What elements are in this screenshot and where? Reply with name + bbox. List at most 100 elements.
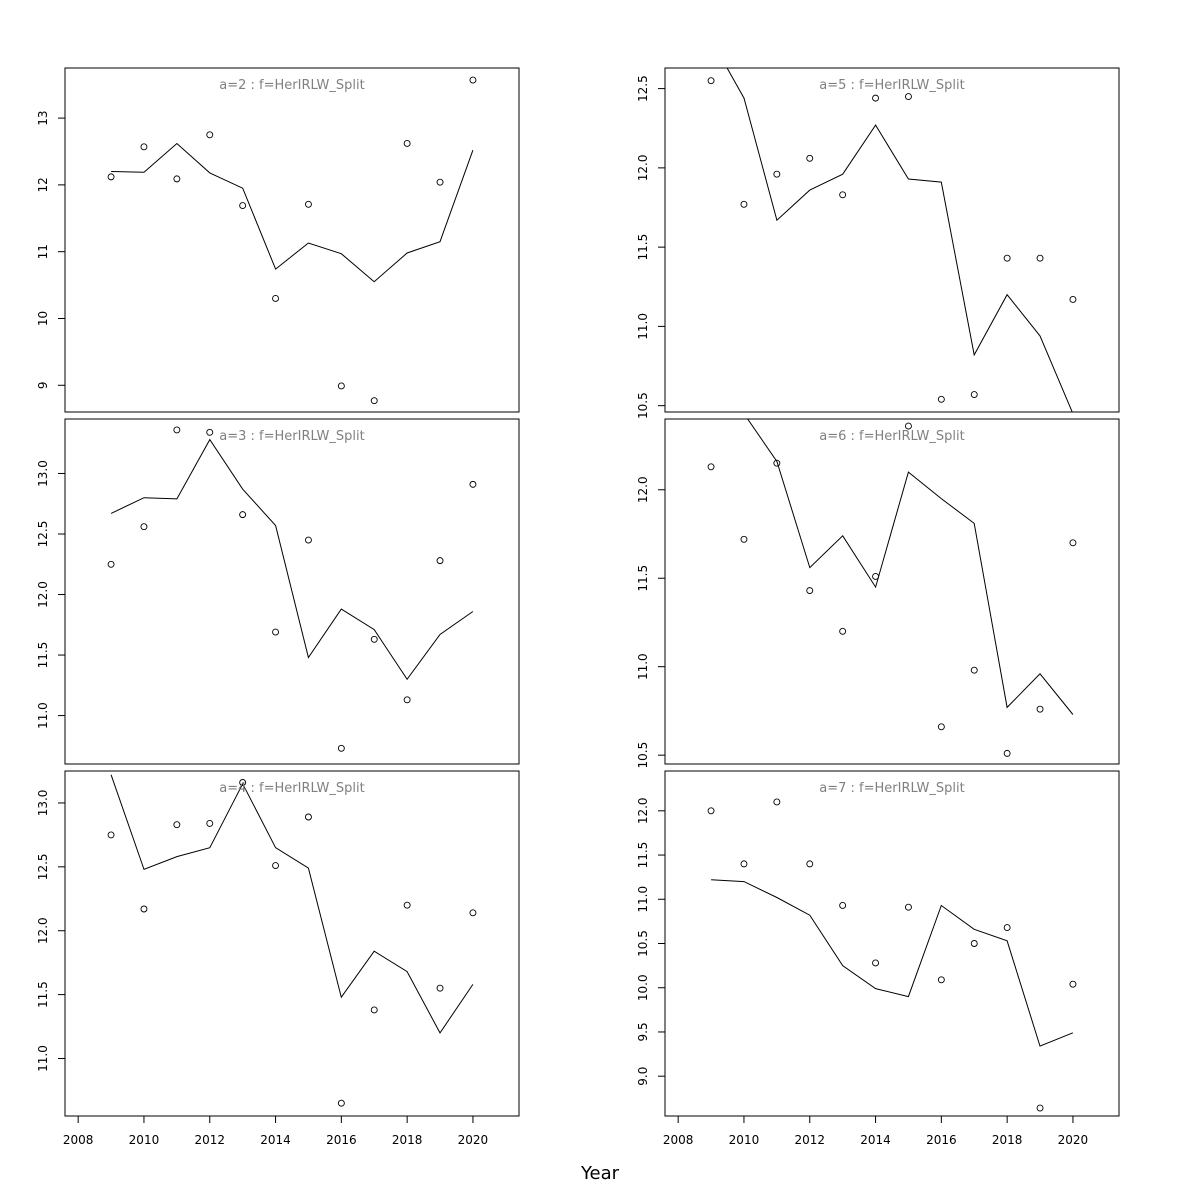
panel-title: a=2 : f=HerIRLW_Split (219, 78, 364, 93)
y-tick-label: 9.0 (636, 1067, 650, 1086)
y-tick-label: 11.5 (36, 642, 50, 669)
y-tick-label: 10.5 (636, 392, 650, 419)
data-point (839, 191, 847, 199)
data-point (469, 76, 477, 84)
panel-title: a=7 : f=HerIRLW_Split (819, 781, 964, 796)
y-tick-label: 10.0 (636, 974, 650, 1001)
plot-frame (64, 67, 520, 413)
data-point (304, 536, 312, 544)
plot-frame (64, 770, 520, 1117)
data-point (937, 395, 945, 403)
data-point (337, 1099, 345, 1107)
data-point (773, 170, 781, 178)
data-point (436, 557, 444, 565)
y-tick-label: 12.0 (36, 581, 50, 608)
y-tick-label: 12.5 (636, 75, 650, 102)
y-tick-label: 11.0 (636, 653, 650, 680)
data-point (773, 459, 781, 467)
data-point (107, 831, 115, 839)
y-tick-label: 12 (36, 177, 50, 192)
data-point (370, 635, 378, 643)
data-point (239, 511, 247, 519)
data-point (839, 902, 847, 909)
data-point (1036, 705, 1044, 713)
y-tick-label: 12.0 (636, 476, 650, 503)
panel-data (107, 426, 477, 752)
data-point (707, 807, 715, 815)
panel-title: a=4 : f=HerIRLW_Split (219, 781, 364, 796)
data-point (239, 779, 247, 786)
y-tick-label: 10 (36, 311, 50, 326)
y-tick-label: 12.5 (36, 853, 50, 880)
y-tick-label: 13.0 (36, 460, 50, 487)
data-point (304, 813, 312, 821)
panel-data (707, 419, 1077, 757)
data-point (937, 723, 945, 731)
data-point (740, 200, 748, 208)
data-point (1069, 295, 1077, 303)
data-point (970, 666, 978, 674)
data-point (272, 294, 280, 302)
panel-1: 9 10 11 12 13 a=2 : f=HerIRLW_Split (36, 67, 520, 413)
data-point (872, 959, 880, 967)
data-point (403, 901, 411, 909)
panel-4: 10.5 11.0 11.5 12.0 12.5 a=5 : f=HerIRLW_Spli… (636, 67, 1120, 419)
data-point (107, 560, 115, 568)
series-line (726, 68, 1073, 412)
y-tick-label: 11.0 (636, 886, 650, 913)
y-tick-label: 11.5 (636, 234, 650, 261)
data-point (839, 627, 847, 635)
y-tick-label: 12.5 (36, 521, 50, 548)
y-tick-label: 10.5 (636, 930, 650, 957)
data-point (1036, 1104, 1044, 1112)
x-axis-label: Year (580, 1163, 620, 1184)
data-point (272, 862, 280, 870)
data-point (206, 819, 214, 827)
data-point (1036, 254, 1044, 262)
data-point (1069, 980, 1077, 988)
x-tick-label: 2018 (392, 1133, 423, 1147)
panel-2: 11.0 11.5 12.0 12.5 13.0 a=3 : f=HerIRLW_Spli… (36, 418, 520, 765)
y-tick-label: 11.5 (636, 565, 650, 592)
y-tick-label: 13 (36, 110, 50, 125)
x-tick-label: 2018 (992, 1133, 1023, 1147)
data-point (140, 523, 148, 531)
data-point (1003, 749, 1011, 757)
x-tick-label: 2010 (729, 1133, 760, 1147)
data-point (904, 93, 912, 100)
panel-data (107, 774, 477, 1107)
x-tick-label: 2012 (194, 1133, 225, 1147)
data-point (806, 154, 814, 162)
data-point (403, 696, 411, 704)
data-point (904, 422, 912, 430)
data-point (1003, 924, 1011, 932)
data-point (436, 984, 444, 992)
panel-5: 10.5 11.0 11.5 12.0 a=6 : f=HerIRLW_Split (636, 418, 1120, 769)
panel-data (707, 798, 1077, 1112)
x-tick-label: 2014 (860, 1133, 891, 1147)
y-tick-label: 11.5 (36, 981, 50, 1008)
y-tick-label: 11 (36, 244, 50, 259)
data-point (740, 535, 748, 543)
data-point (206, 428, 214, 436)
data-point (304, 200, 312, 208)
data-point (173, 426, 181, 434)
y-tick-label: 12.0 (36, 917, 50, 944)
y-tick-label: 11.0 (636, 313, 650, 340)
x-tick-label: 2020 (458, 1133, 489, 1147)
data-point (370, 397, 378, 405)
data-point (206, 131, 214, 139)
x-tick-label: 2016 (326, 1133, 357, 1147)
data-point (403, 140, 411, 147)
series-line (747, 419, 1074, 715)
data-point (1003, 254, 1011, 262)
y-tick-label: 9.5 (636, 1022, 650, 1041)
y-tick-label: 13.0 (36, 790, 50, 817)
x-tick-label: 2012 (794, 1133, 825, 1147)
data-point (469, 480, 477, 488)
panel-6: 9.0 9.5 10.0 10.5 11.0 11.5 12.0 2008 2010 2012 20… (636, 770, 1120, 1147)
data-point (970, 940, 978, 947)
data-point (173, 821, 181, 829)
panel-title: a=6 : f=HerIRLW_Split (819, 429, 964, 444)
data-point (1069, 539, 1077, 547)
